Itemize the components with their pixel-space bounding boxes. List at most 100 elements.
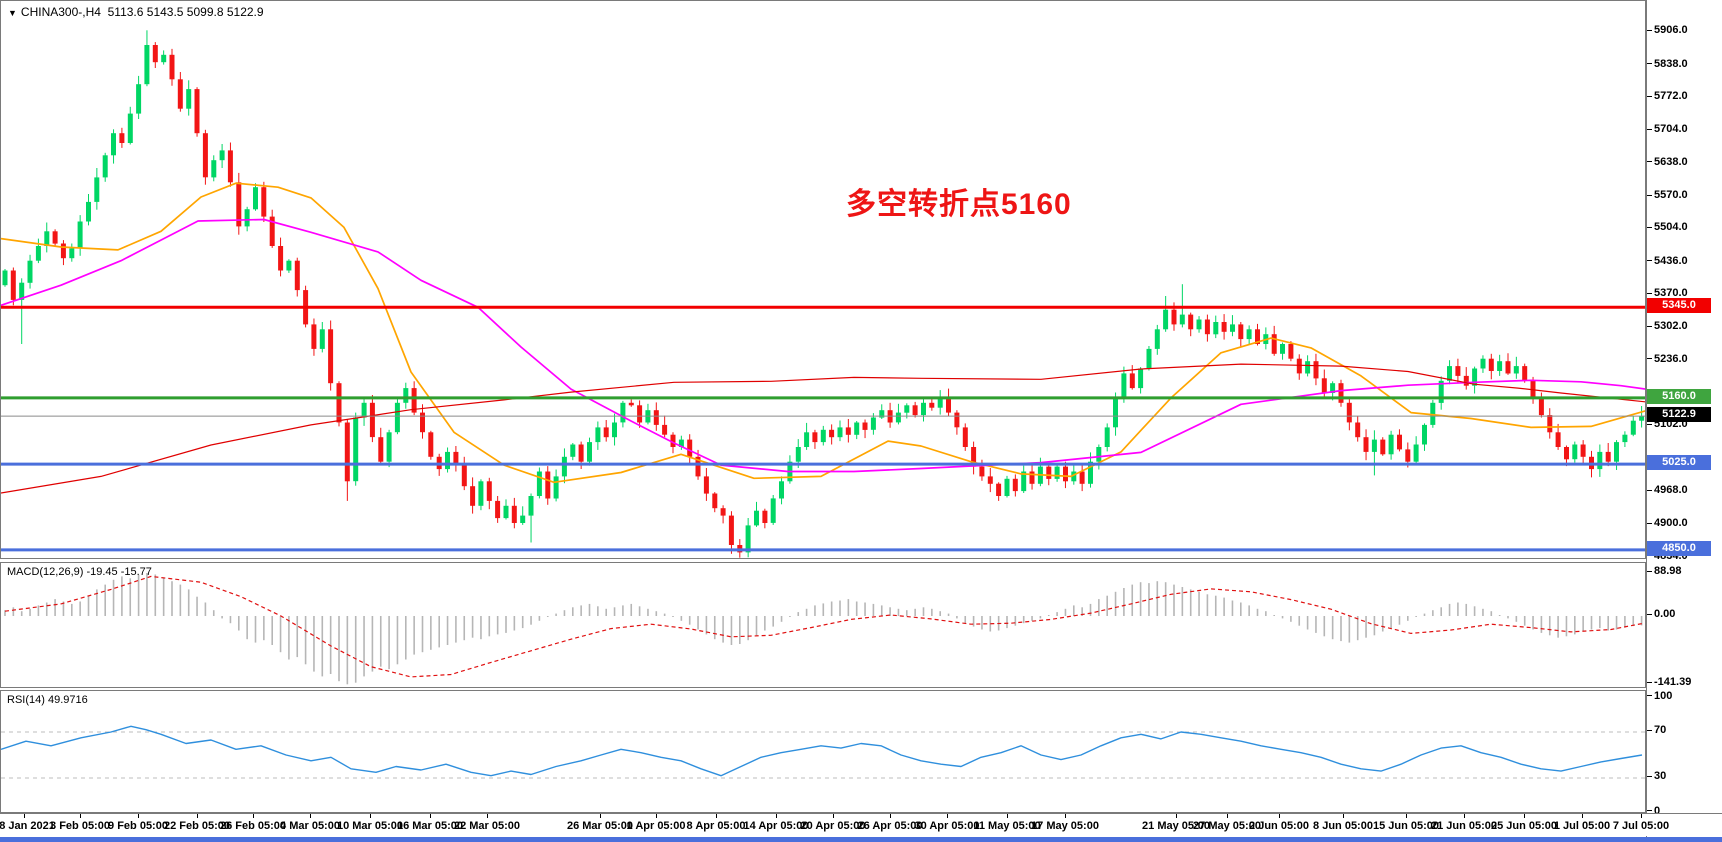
macd-chart[interactable] <box>1 563 1645 687</box>
candle-body <box>403 388 409 403</box>
candle-body <box>86 201 91 222</box>
candle-body <box>369 402 375 438</box>
rsi-chart[interactable] <box>1 691 1645 812</box>
candle-body <box>1614 442 1619 462</box>
date-label: 15 Jun 05:00 <box>1372 820 1440 832</box>
candle-body <box>754 510 759 526</box>
candle-body <box>770 498 776 523</box>
candle-body <box>470 486 476 506</box>
candle-body <box>1422 424 1427 445</box>
candle-body <box>728 515 734 545</box>
candle-body <box>503 505 509 519</box>
candle-body <box>1188 314 1194 330</box>
candle-body <box>946 397 951 413</box>
candle-body <box>486 481 492 501</box>
candle-body <box>311 324 317 349</box>
candle-body <box>177 79 183 109</box>
candle-body <box>628 402 634 406</box>
candle-body <box>1346 402 1352 423</box>
date-tick <box>833 814 834 818</box>
date-tick <box>1279 814 1280 818</box>
candle-body <box>353 417 359 482</box>
candle-body <box>69 248 75 259</box>
rsi-tick-label: 0 <box>1647 805 1660 817</box>
macd-tick-label: 0.00 <box>1647 608 1675 620</box>
candle-body <box>553 476 559 499</box>
date-tick <box>80 814 81 818</box>
price-tick-label: 5302.0 <box>1647 320 1688 332</box>
candle-body <box>678 439 684 447</box>
candle-body <box>1154 329 1160 349</box>
candle-body <box>186 89 192 109</box>
date-label: 10 Mar 05:00 <box>336 820 404 832</box>
candle-body <box>804 432 810 447</box>
chart-text-annotation[interactable]: 多空转折点5160 <box>846 188 1072 221</box>
price-tag-5345.0: 5345.0 <box>1647 298 1711 314</box>
date-tick <box>1065 814 1066 818</box>
date-label: 21 May 05:00 <box>1142 820 1210 832</box>
candle-body <box>837 427 843 438</box>
candle-body <box>1371 439 1377 452</box>
price-tick-label: 5704.0 <box>1647 123 1688 135</box>
candle-body <box>1330 383 1336 393</box>
price-chart-pane[interactable]: ▼ CHINA300-,H4 5113.6 5143.5 5099.8 5122.… <box>0 0 1646 559</box>
date-label: 28 Jan 2021 <box>0 820 55 832</box>
candle-body <box>1305 361 1311 374</box>
candle-body <box>954 412 960 428</box>
candle-body <box>152 45 158 63</box>
candle-body <box>937 397 943 408</box>
candle-body <box>536 471 542 496</box>
price-axis[interactable]: 5906.0 5838.0 5772.0 5704.0 5638.0 5570.0 5504… <box>1646 0 1722 842</box>
candle-body <box>161 54 167 63</box>
candle-body <box>1505 361 1511 374</box>
candle-body <box>687 439 693 457</box>
candle-body <box>52 231 58 244</box>
macd-indicator-pane[interactable]: MACD(12,26,9) -19.45 -15.77 <box>0 562 1646 688</box>
date-tick <box>1582 814 1583 818</box>
candle-body <box>1488 358 1494 371</box>
candle-body <box>77 221 83 249</box>
candle-body <box>921 402 926 416</box>
price-tag-5160.0: 5160.0 <box>1647 388 1711 404</box>
date-tick <box>1227 814 1228 818</box>
candle-body <box>703 476 709 494</box>
candle-body <box>394 402 400 433</box>
candle-body <box>1196 319 1202 330</box>
date-tick <box>24 814 25 818</box>
candle-body <box>1071 471 1077 482</box>
price-tick-label: 4900.0 <box>1647 517 1688 529</box>
candle-body <box>319 329 325 349</box>
candle-body <box>1079 471 1085 484</box>
candle-body <box>1238 324 1244 340</box>
candle-body <box>253 187 258 210</box>
candle-body <box>912 405 918 416</box>
candle-body <box>904 405 910 413</box>
candle-body <box>1204 319 1210 335</box>
candle-body <box>1146 348 1152 369</box>
candle-body <box>1179 314 1185 325</box>
candle-body <box>1355 422 1361 438</box>
chart-dropdown-icon[interactable]: ▼ <box>8 8 17 18</box>
candle-body <box>1472 368 1478 386</box>
date-tick <box>430 814 431 818</box>
date-tick <box>310 814 311 818</box>
date-tick <box>947 814 948 818</box>
date-tick <box>776 814 777 818</box>
candle-body <box>662 424 668 435</box>
candle-body <box>1255 329 1260 344</box>
candle-body <box>795 447 801 462</box>
symbol-timeframe-label: CHINA300-,H4 <box>20 5 101 19</box>
candle-body <box>762 510 768 523</box>
price-tick-label: 5436.0 <box>1647 255 1688 267</box>
candle-body <box>94 177 100 202</box>
rsi-indicator-pane[interactable]: RSI(14) 49.9716 <box>0 690 1646 813</box>
candle-body <box>244 209 250 227</box>
candle-body <box>102 155 108 178</box>
ohlc-readout: 5113.6 5143.5 5099.8 5122.9 <box>107 5 264 19</box>
candle-body <box>1438 380 1444 403</box>
candle-body <box>1288 344 1294 359</box>
candlestick-chart[interactable] <box>1 1 1645 558</box>
candle-body <box>1280 344 1285 354</box>
candle-body <box>1522 366 1528 381</box>
